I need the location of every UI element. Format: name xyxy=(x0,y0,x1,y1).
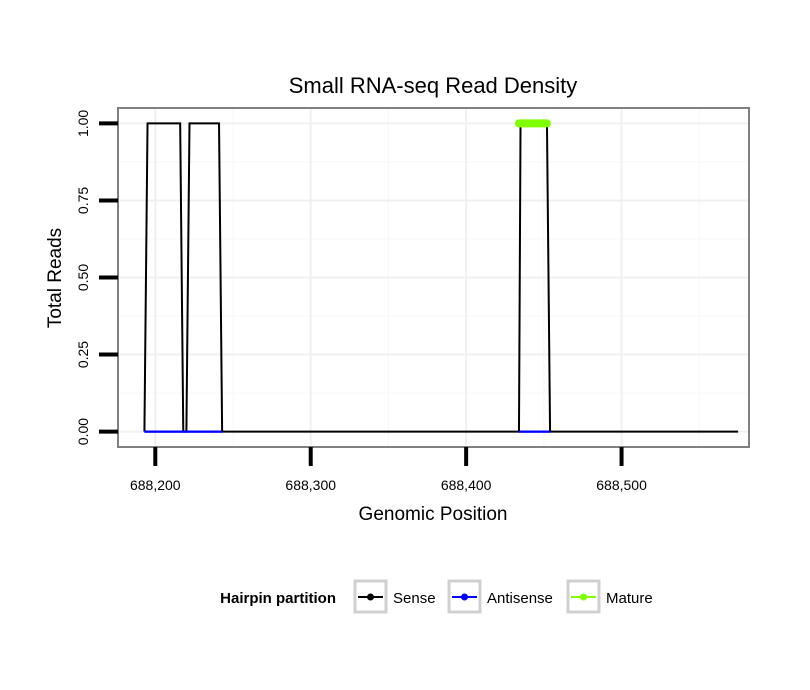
axis-ticks: 688,200 688,300 688,400 688,500 0.00 0.25 0.50… xyxy=(75,110,647,493)
grid-lines xyxy=(118,108,749,447)
chart-title: Small RNA-seq Read Density xyxy=(289,73,578,98)
y-tick-label: 0.50 xyxy=(75,264,91,291)
legend-mature-key-point xyxy=(580,593,587,601)
y-axis-label: Total Reads xyxy=(45,228,66,328)
legend-sense-label: Sense xyxy=(393,590,436,607)
y-tick-label: 0.25 xyxy=(75,341,91,368)
legend: Hairpin partition Sense Antisense Mature xyxy=(220,579,653,614)
x-tick-label: 688,200 xyxy=(130,477,181,493)
y-tick-label: 0.00 xyxy=(75,418,91,445)
legend-title: Hairpin partition xyxy=(220,590,336,607)
x-axis-label: Genomic Position xyxy=(359,504,508,525)
legend-antisense-key-point xyxy=(461,593,468,601)
series-layer xyxy=(143,119,739,433)
y-tick-label: 0.75 xyxy=(75,187,91,214)
legend-mature-label: Mature xyxy=(606,590,653,607)
legend-sense-key-point xyxy=(367,593,374,601)
x-tick-label: 688,500 xyxy=(596,477,647,493)
y-tick-label: 1.00 xyxy=(75,110,91,137)
legend-antisense-label: Antisense xyxy=(487,590,553,607)
x-tick-label: 688,300 xyxy=(285,477,336,493)
x-tick-label: 688,400 xyxy=(441,477,492,493)
